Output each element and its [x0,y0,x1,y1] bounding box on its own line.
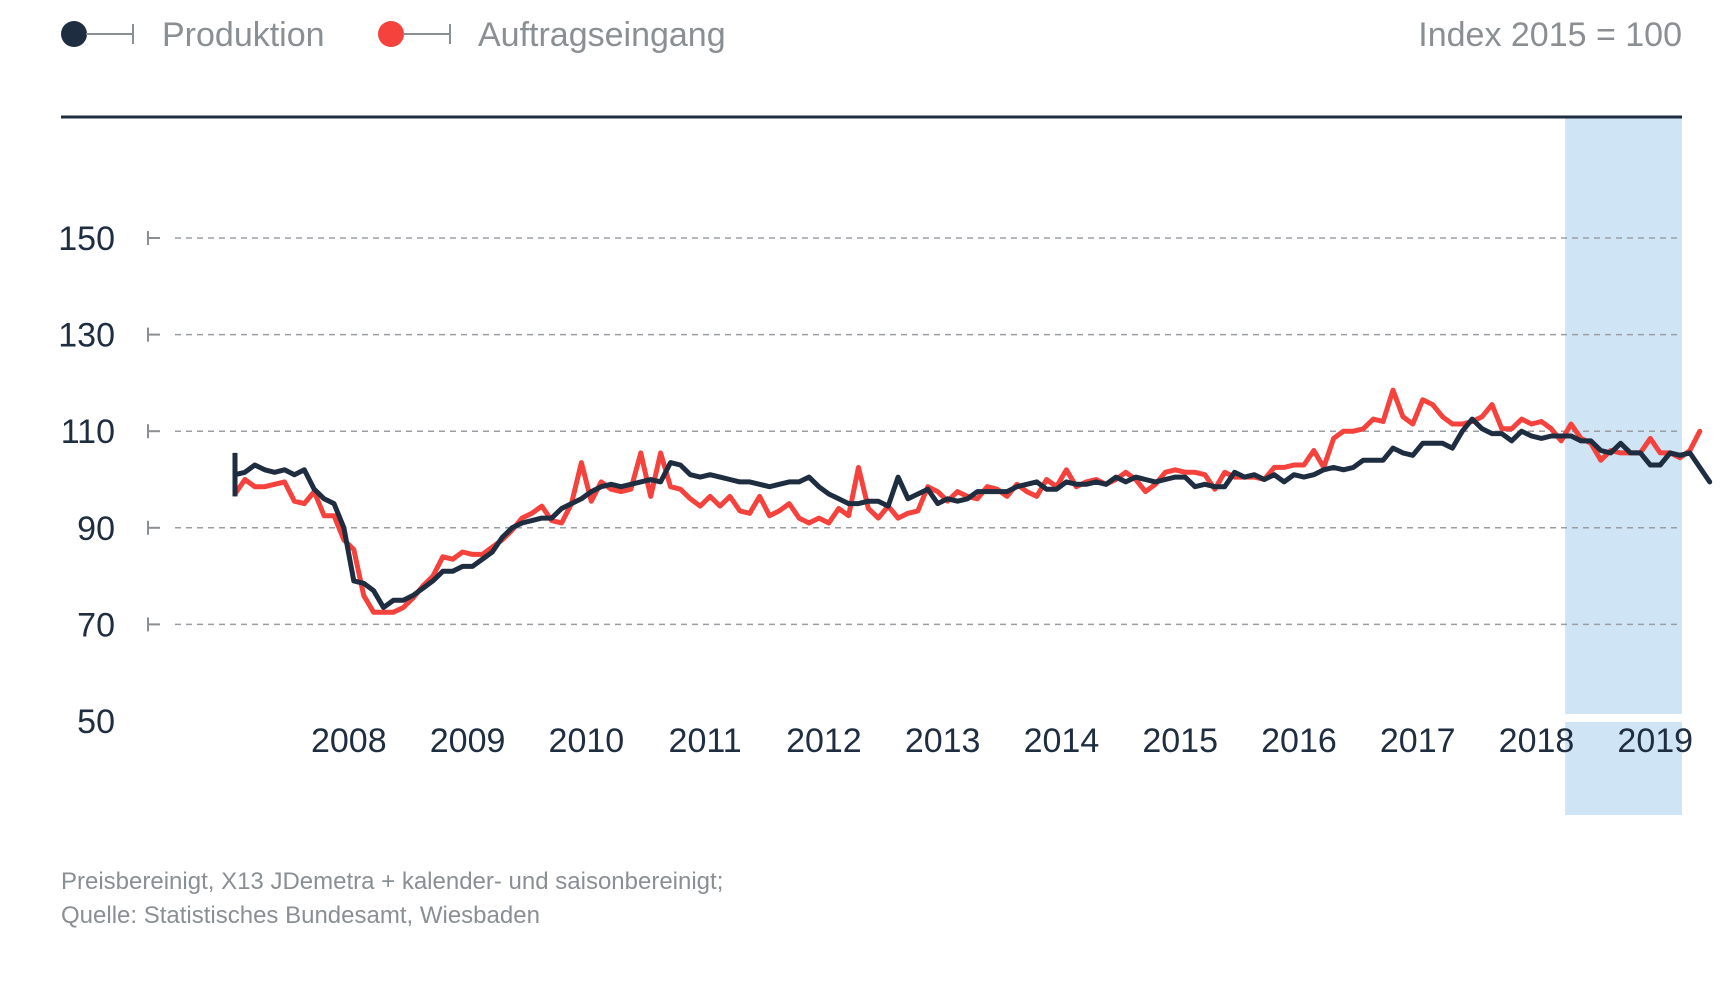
legend-item-auftragseingang: Auftragseingang [378,16,726,54]
y-tick-label: 90 [77,510,115,548]
legend-marker-auftragseingang [378,21,404,47]
grid [175,237,1682,626]
x-tick-label: 2010 [549,722,625,760]
y-tick-label: 110 [61,413,115,451]
x-tick-label: 2017 [1380,722,1456,760]
series-line-produktion [232,416,1713,610]
x-tick-label: 2019 [1617,722,1693,760]
x-tick-label: 2012 [786,722,862,760]
x-tick-label: 2009 [430,722,506,760]
note-line-1: Preisbereinigt, X13 JDemetra + kalender-… [61,868,724,895]
series-group [232,387,1713,615]
legend-label-produktion: Produktion [162,16,325,54]
y-tick-label: 130 [58,317,115,355]
x-tick-label: 2013 [905,722,981,760]
x-tick-label: 2015 [1142,722,1218,760]
legend-marker-produktion [61,21,87,47]
highlight-band-axis [1565,722,1682,815]
x-tick-label: 2011 [669,722,742,760]
x-tick-label: 2014 [1024,722,1100,760]
x-axis: 2008 2009 2010 2011 2012 2013 2014 2015 2016 2017… [311,722,1693,760]
x-tick-label: 2008 [311,722,387,760]
y-tick-label: 70 [77,606,115,644]
legend-item-produktion: Produktion [61,16,325,54]
y-tick-label: 50 [77,703,115,741]
unit-label: Index 2015 = 100 [1418,16,1682,54]
y-tick-label: 150 [58,220,115,258]
note-line-2: Quelle: Statistisches Bundesamt, Wiesbad… [61,902,540,929]
x-tick-label: 2016 [1261,722,1337,760]
legend-label-auftragseingang: Auftragseingang [478,16,726,54]
legend: Produktion Auftragseingang [61,16,726,54]
y-axis: 150 130 110 90 70 50 [58,220,160,741]
x-tick-label: 2018 [1499,722,1575,760]
highlight-band [1565,118,1682,714]
